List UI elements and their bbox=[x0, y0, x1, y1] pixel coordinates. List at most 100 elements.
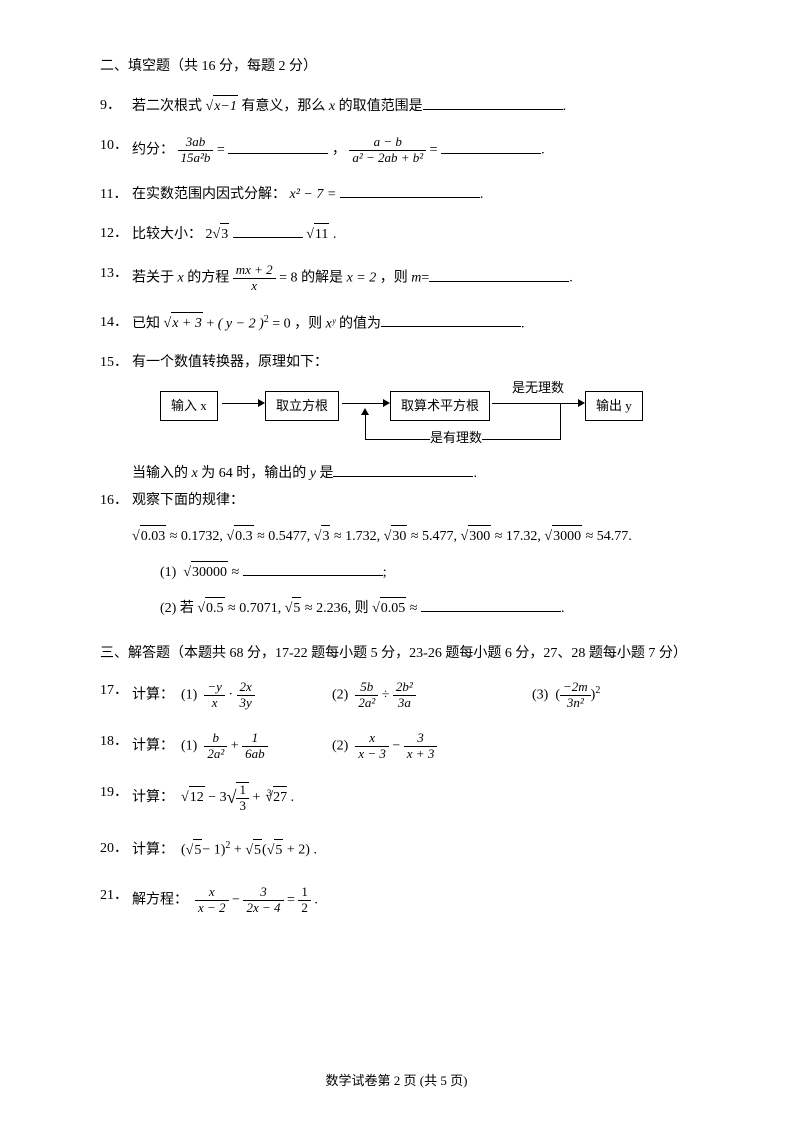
q9-content: 若二次根式 x−1 有意义，那么 x 的取值范围是. bbox=[132, 95, 703, 117]
p2f: ≈ bbox=[406, 601, 421, 616]
q16-p2: (2) 若 0.5 ≈ 0.7071, 5 ≈ 2.236, 则 0.05 ≈ … bbox=[160, 597, 703, 619]
q12-pre: 比较大小： bbox=[132, 227, 202, 242]
q17-p1: (1) bbox=[181, 688, 197, 703]
p: + bbox=[252, 790, 260, 805]
q15-post: 当输入的 x 为 64 时，输出的 y 是. bbox=[132, 463, 703, 484]
sqrt-icon: 5 bbox=[267, 839, 284, 861]
q19-end: . bbox=[287, 790, 294, 805]
q18: 18． 计算： (1) b2a² + 16ab (2) xx − 3 − 3x … bbox=[100, 731, 703, 762]
minus: − bbox=[232, 892, 240, 907]
p1end: ; bbox=[383, 565, 387, 580]
q9-pre: 若二次根式 bbox=[132, 99, 202, 114]
e3b: ≈ 1.732, bbox=[334, 529, 380, 544]
q13-eq: = 8 bbox=[279, 271, 297, 286]
f: 2a² bbox=[355, 696, 378, 711]
flow-t3: 取算术平方根 bbox=[401, 398, 479, 413]
q14-post: 的值为 bbox=[339, 316, 381, 331]
p2end: . bbox=[561, 601, 565, 616]
fraction: b2a² bbox=[204, 731, 227, 762]
q13-content: 若关于 x 的方程 mx + 2x = 8 的解是 x = 2 ，则 m=. bbox=[132, 263, 703, 294]
q16: 16． 观察下面的规律： 0.03 ≈ 0.1732, 0.3 ≈ 0.5477… bbox=[100, 490, 703, 619]
f: x − 2 bbox=[195, 901, 229, 916]
fraction: xx − 3 bbox=[355, 731, 389, 762]
f: −y bbox=[204, 680, 225, 696]
f: 2x bbox=[237, 680, 255, 696]
p2d: ≈ 2.236, 则 bbox=[301, 601, 368, 616]
sqrt-icon: x + 3 bbox=[164, 312, 203, 334]
q17-1: 计算： (1) −yx · 2x3y bbox=[132, 680, 332, 711]
blank bbox=[423, 96, 563, 110]
q11-num: 11． bbox=[100, 184, 132, 205]
fraction: 16ab bbox=[242, 731, 268, 762]
fraction: 2b²3a bbox=[393, 680, 416, 711]
section-3-head: 三、解答题（本题共 68 分，17-22 题每小题 5 分，23-26 题每小题… bbox=[100, 643, 703, 664]
f: 2a² bbox=[204, 747, 227, 762]
q13-pre: 若关于 bbox=[132, 271, 178, 286]
e4b: ≈ 5.477, bbox=[411, 529, 457, 544]
q16-p1: (1) 30000 ≈ ; bbox=[160, 561, 703, 583]
fraction: xx − 2 bbox=[195, 885, 229, 916]
e6a: 3000 bbox=[552, 525, 582, 547]
fraction: 3ab15a²b bbox=[178, 135, 214, 166]
blank bbox=[228, 140, 328, 154]
sqrt-icon: x−1 bbox=[206, 95, 238, 117]
section-2-head: 二、填空题（共 16 分，每题 2 分） bbox=[100, 56, 703, 77]
flowchart: 输入 x 取立方根 取算术平方根 是无理数 输出 y 是有理数 bbox=[160, 381, 680, 451]
sqrt-icon: 5 bbox=[285, 597, 302, 619]
q12-end: . bbox=[329, 227, 336, 242]
p1b: ≈ bbox=[228, 565, 243, 580]
q15-pp: 当输入的 bbox=[132, 466, 192, 481]
page-footer: 数学试卷第 2 页 (共 5 页) bbox=[0, 1071, 793, 1091]
e2b: ≈ 0.5477, bbox=[257, 529, 310, 544]
q13-meq: = bbox=[421, 271, 429, 286]
q9-rad: x−1 bbox=[213, 95, 238, 117]
p2b: ≈ 0.7071, bbox=[225, 601, 285, 616]
sqrt-icon: 0.05 bbox=[372, 597, 406, 619]
q15: 15． 有一个数值转换器，原理如下： 输入 x 取立方根 取算术平方根 是无理数… bbox=[100, 352, 703, 484]
q19-num: 19． bbox=[100, 782, 132, 814]
q16-p1l: (1) bbox=[160, 565, 176, 580]
q14-paren: ( y − 2 ) bbox=[218, 316, 264, 331]
q17: 17． 计算： (1) −yx · 2x3y (2) 5b2a² ÷ 2b²3a… bbox=[100, 680, 703, 711]
f: x bbox=[195, 885, 229, 901]
q21: 21． 解方程： xx − 2 − 32x − 4 = 12 . bbox=[100, 885, 703, 916]
q10-pre: 约分： bbox=[132, 143, 174, 158]
q19-content: 计算： 12 − 3√13 + 327 . bbox=[132, 782, 703, 814]
minus: − bbox=[392, 739, 400, 754]
q10-eq1: = bbox=[217, 143, 228, 158]
q12: 12． 比较大小： 23 11 . bbox=[100, 223, 703, 245]
q11-end: . bbox=[480, 187, 484, 202]
q18-2: (2) xx − 3 − 3x + 3 bbox=[332, 731, 532, 762]
p2c: 5 bbox=[292, 597, 301, 619]
sqrt-icon: 3 bbox=[213, 223, 230, 245]
fraction: 5b2a² bbox=[355, 680, 378, 711]
q18-label: 计算： bbox=[132, 739, 174, 754]
q20-content: 计算： (5− 1)2 + 5(5 + 2) . bbox=[132, 838, 703, 861]
q13-mid: 的方程 bbox=[187, 271, 229, 286]
q20-end: . bbox=[310, 843, 317, 858]
q13-var: x bbox=[178, 271, 184, 286]
q11: 11． 在实数范围内因式分解： x² − 7 = . bbox=[100, 184, 703, 205]
blank bbox=[233, 224, 303, 238]
q10: 10． 约分： 3ab15a²b = ， a − ba² − 2ab + b² … bbox=[100, 135, 703, 166]
cr: 27 bbox=[273, 786, 287, 808]
f: 6ab bbox=[242, 747, 268, 762]
blank bbox=[421, 598, 561, 612]
f: 1 bbox=[242, 731, 268, 747]
q10-comma: ， bbox=[332, 143, 346, 158]
f: 5b bbox=[355, 680, 378, 696]
flow-t4: 输出 y bbox=[596, 398, 632, 413]
q12-num: 12． bbox=[100, 223, 132, 245]
flow-box-sqrt: 取算术平方根 bbox=[390, 391, 490, 421]
e1b: ≈ 0.1732, bbox=[170, 529, 223, 544]
sq: 2 bbox=[225, 840, 230, 851]
sqrt-icon: 11 bbox=[306, 223, 329, 245]
flow-line bbox=[365, 413, 366, 439]
e6b: ≈ 54.77. bbox=[586, 529, 632, 544]
q20: 20． 计算： (5− 1)2 + 5(5 + 2) . bbox=[100, 838, 703, 861]
q14: 14． 已知 x + 3 + ( y − 2 )2 = 0 ，则 xʸ 的值为. bbox=[100, 312, 703, 335]
q10-f1d: 15a²b bbox=[178, 151, 214, 166]
q10-eq2: = bbox=[430, 143, 441, 158]
q9-mid: 有意义，那么 bbox=[241, 99, 329, 114]
div: ÷ bbox=[382, 688, 390, 703]
